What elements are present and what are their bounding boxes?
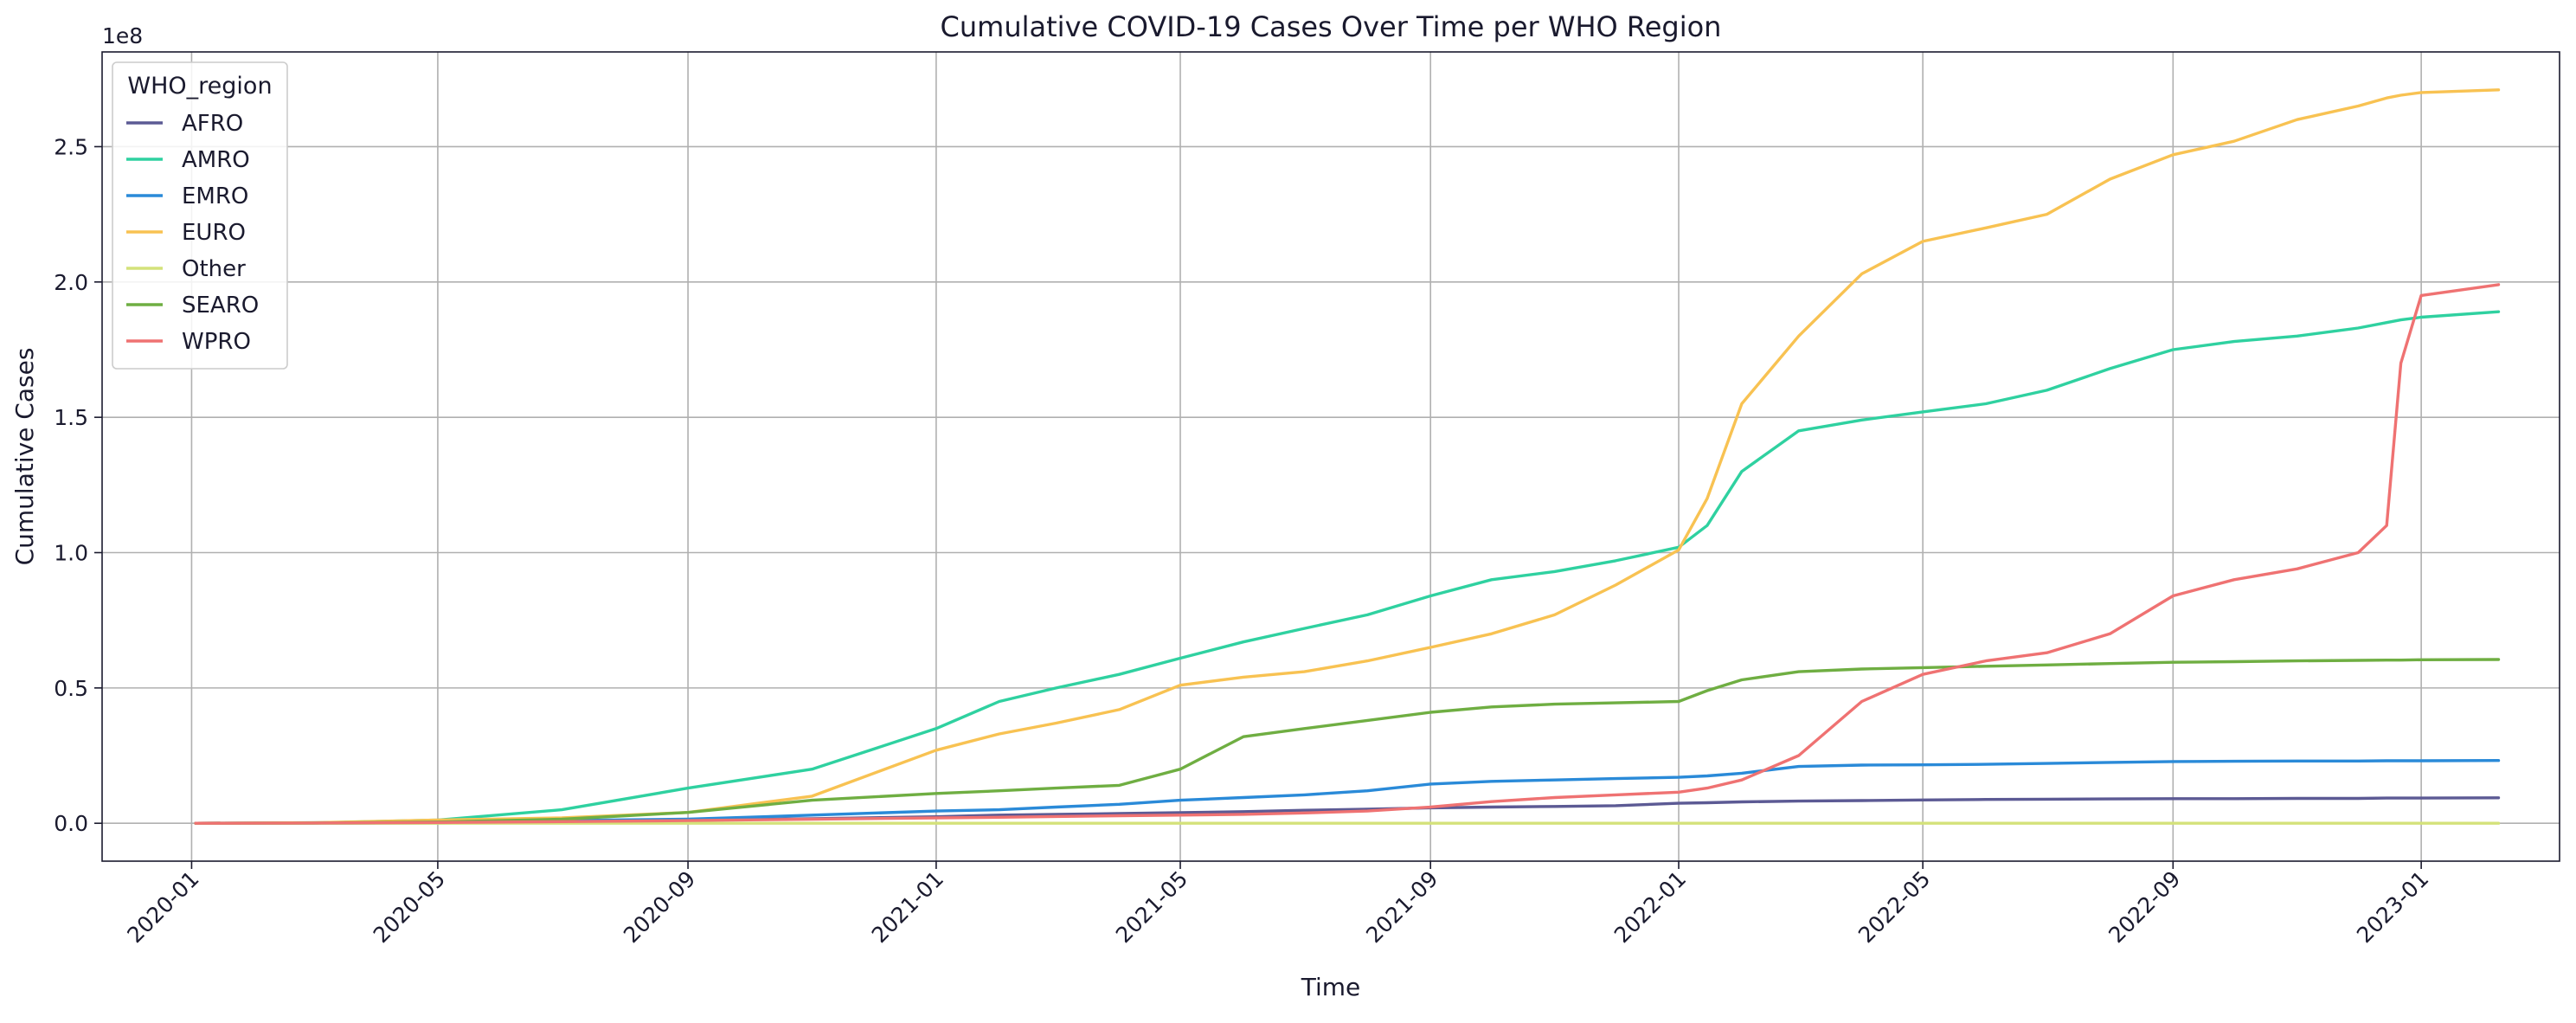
y-axis-label: Cumulative Cases xyxy=(10,348,39,566)
series-line-emro xyxy=(194,759,2501,825)
x-tick-label: 2022-05 xyxy=(1853,866,1935,948)
y-tick-label: 2.0 xyxy=(54,270,88,295)
series-line-amro xyxy=(194,310,2501,825)
x-axis-label: Time xyxy=(1301,973,1361,1001)
x-tick-label: 2021-05 xyxy=(1111,866,1192,948)
series-lines xyxy=(194,88,2501,825)
x-tick-label: 2022-01 xyxy=(1609,866,1691,948)
x-tick-label: 2020-05 xyxy=(369,866,450,948)
x-tick-label: 2020-09 xyxy=(619,866,700,948)
legend-label-euro: EURO xyxy=(182,220,246,246)
series-line-wpro xyxy=(194,283,2501,825)
x-tick-label: 2021-09 xyxy=(1361,866,1442,948)
legend-box xyxy=(112,61,288,370)
legend: WHO_region AFRO AMRO EMRO EURO Other SEARO WPRO xyxy=(112,61,288,370)
series-line-euro xyxy=(194,88,2501,825)
y-tick-label: 0.5 xyxy=(54,676,88,701)
x-tick-label: 2023-01 xyxy=(2352,866,2433,948)
y-tick-label: 2.5 xyxy=(54,134,88,159)
axis-ticks: 2020-01 2020-05 2020-09 2021-01 2021-05 2021-… xyxy=(54,134,2433,948)
legend-label-other: Other xyxy=(182,256,246,282)
y-tick-label: 1.5 xyxy=(54,405,88,430)
x-tick-label: 2022-09 xyxy=(2104,866,2185,948)
legend-label-wpro: WPRO xyxy=(182,329,251,355)
grid xyxy=(102,52,2560,861)
y-offset-label: 1e8 xyxy=(102,23,143,48)
plot-frame xyxy=(101,51,2560,862)
chart-title: Cumulative COVID-19 Cases Over Time per … xyxy=(941,10,1722,43)
legend-label-amro: AMRO xyxy=(182,147,250,173)
legend-label-searo: SEARO xyxy=(182,293,259,318)
y-tick-label: 1.0 xyxy=(54,541,88,566)
series-line-searo xyxy=(194,658,2501,825)
legend-label-afro: AFRO xyxy=(182,111,243,137)
legend-label-emro: EMRO xyxy=(182,183,248,209)
legend-title: WHO_region xyxy=(127,73,272,100)
x-tick-label: 2021-01 xyxy=(867,866,948,948)
y-tick-label: 0.0 xyxy=(54,811,88,836)
x-tick-label: 2020-01 xyxy=(122,866,203,948)
